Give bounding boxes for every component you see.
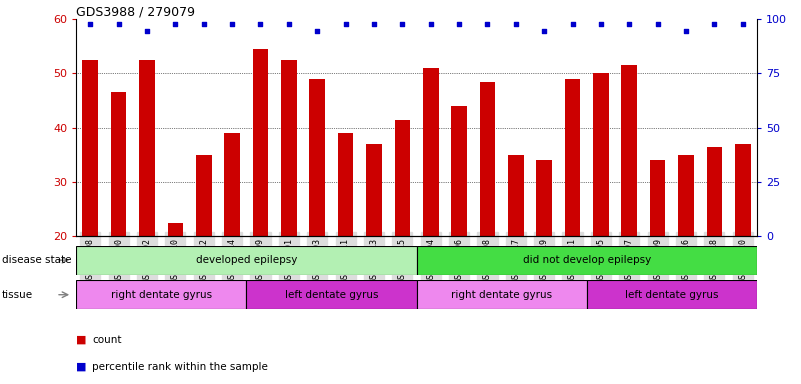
Point bbox=[339, 20, 352, 26]
Bar bbox=[565, 79, 581, 236]
Point bbox=[226, 20, 239, 26]
Bar bbox=[706, 147, 723, 236]
Point bbox=[396, 20, 409, 26]
Bar bbox=[678, 155, 694, 236]
Point bbox=[453, 20, 465, 26]
Point bbox=[509, 20, 522, 26]
Point bbox=[425, 20, 437, 26]
Point bbox=[481, 20, 494, 26]
Text: right dentate gyrus: right dentate gyrus bbox=[451, 290, 552, 300]
Bar bbox=[735, 144, 751, 236]
Point bbox=[594, 20, 607, 26]
Bar bbox=[508, 155, 524, 236]
Bar bbox=[480, 81, 495, 236]
Point bbox=[141, 28, 154, 34]
Bar bbox=[224, 133, 240, 236]
Text: disease state: disease state bbox=[2, 255, 71, 265]
Bar bbox=[252, 49, 268, 236]
Text: ■: ■ bbox=[76, 335, 87, 345]
Bar bbox=[309, 79, 325, 236]
Bar bbox=[338, 133, 353, 236]
Bar bbox=[451, 106, 467, 236]
Bar bbox=[417, 246, 757, 275]
Text: did not develop epilepsy: did not develop epilepsy bbox=[522, 255, 651, 265]
Text: tissue: tissue bbox=[2, 290, 33, 300]
Bar bbox=[622, 65, 637, 236]
Point bbox=[708, 20, 721, 26]
Point bbox=[311, 28, 324, 34]
Bar bbox=[167, 223, 183, 236]
Point bbox=[84, 20, 97, 26]
Point bbox=[736, 20, 749, 26]
Bar bbox=[139, 60, 155, 236]
Text: count: count bbox=[92, 335, 122, 345]
Bar bbox=[83, 60, 98, 236]
Bar bbox=[247, 280, 417, 309]
Text: left dentate gyrus: left dentate gyrus bbox=[625, 290, 718, 300]
Bar bbox=[366, 144, 382, 236]
Text: left dentate gyrus: left dentate gyrus bbox=[284, 290, 378, 300]
Point bbox=[623, 20, 636, 26]
Point bbox=[679, 28, 692, 34]
Bar bbox=[196, 155, 211, 236]
Bar bbox=[417, 280, 586, 309]
Bar bbox=[111, 93, 127, 236]
Bar bbox=[395, 119, 410, 236]
Point bbox=[537, 28, 550, 34]
Text: developed epilepsy: developed epilepsy bbox=[195, 255, 297, 265]
Bar bbox=[586, 280, 757, 309]
Bar bbox=[650, 160, 666, 236]
Point bbox=[368, 20, 380, 26]
Bar bbox=[537, 160, 552, 236]
Bar bbox=[76, 280, 247, 309]
Bar bbox=[281, 60, 296, 236]
Bar bbox=[423, 68, 438, 236]
Point bbox=[566, 20, 579, 26]
Text: right dentate gyrus: right dentate gyrus bbox=[111, 290, 211, 300]
Text: GDS3988 / 279079: GDS3988 / 279079 bbox=[76, 5, 195, 18]
Point bbox=[254, 20, 267, 26]
Bar bbox=[593, 73, 609, 236]
Point bbox=[283, 20, 296, 26]
Text: percentile rank within the sample: percentile rank within the sample bbox=[92, 362, 268, 372]
Point bbox=[112, 20, 125, 26]
Bar bbox=[76, 246, 417, 275]
Point bbox=[197, 20, 210, 26]
Point bbox=[169, 20, 182, 26]
Point bbox=[651, 20, 664, 26]
Text: ■: ■ bbox=[76, 362, 87, 372]
